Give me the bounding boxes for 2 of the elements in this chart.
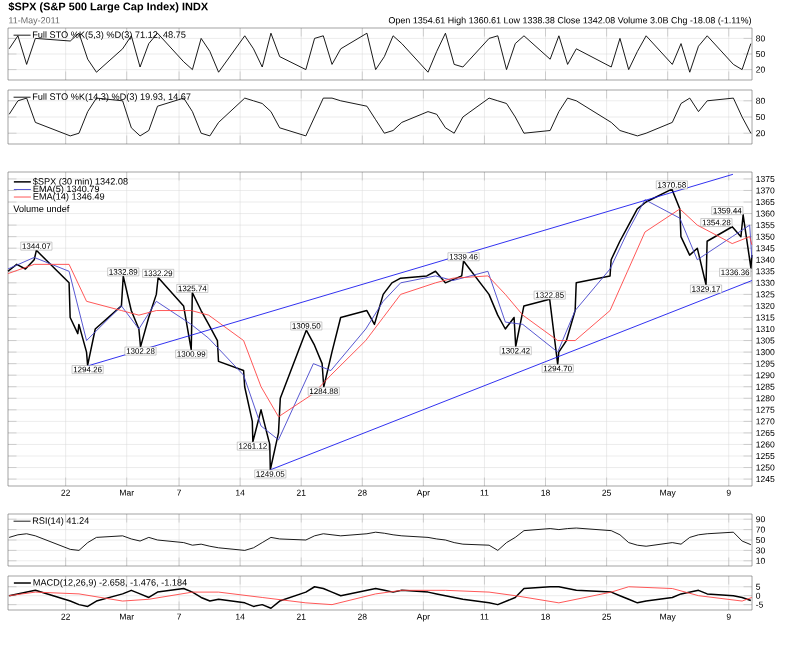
line-series [8, 32, 752, 73]
line-series [8, 527, 752, 551]
